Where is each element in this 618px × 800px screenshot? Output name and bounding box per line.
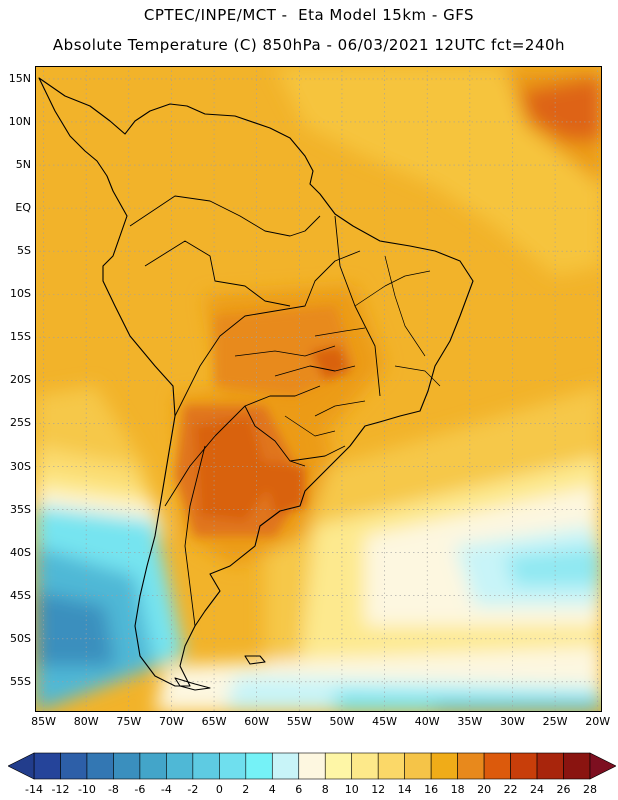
longitude-label: 45W <box>372 715 398 728</box>
tierra-del-fuego <box>174 677 211 691</box>
latitude-label: 35S <box>10 502 31 516</box>
colorbar-cell <box>60 752 88 780</box>
colorbar-cell <box>192 752 220 780</box>
temp-zone-16-north-atlantic <box>275 66 602 276</box>
colorbar-tick-label: 12 <box>371 783 386 796</box>
longitude-label: 65W <box>201 715 227 728</box>
south-america-coastline <box>38 77 474 687</box>
colorbar-tick-label: 4 <box>268 783 276 796</box>
colorbar-cell <box>404 752 432 780</box>
colorbar-cell <box>563 752 591 780</box>
colorbar-cell <box>351 752 379 780</box>
longitude-label: 70W <box>158 715 184 728</box>
colorbar-tick-label: -14 <box>25 783 43 796</box>
colorbar-tick-label: -6 <box>134 783 146 796</box>
longitude-label: 30W <box>500 715 525 728</box>
latitude-label: 25S <box>10 416 31 430</box>
colorbar-cell <box>377 752 405 780</box>
colorbar-tick-label: 10 <box>344 783 359 796</box>
colorbar-tick-label: 8 <box>321 783 329 796</box>
colorbar-cell <box>113 752 141 780</box>
colorbar-over-arrow <box>589 752 616 780</box>
temp-zone-22-minas <box>310 346 350 381</box>
latitude-label: 5N <box>15 158 31 172</box>
dotted-gridlines <box>35 66 602 712</box>
colorbar-tick-label: 14 <box>397 783 412 796</box>
colorbar-tick-label: -12 <box>51 783 70 796</box>
latitude-label: 45S <box>10 588 31 602</box>
latitude-label: EQ <box>15 201 31 215</box>
colorbar-cell <box>166 752 194 780</box>
colorbar-under-arrow <box>8 752 35 780</box>
coastlines-and-borders <box>38 77 474 691</box>
temperature-map <box>35 66 602 712</box>
longitude-label: 75W <box>116 715 142 728</box>
colorbar-tick-label: 2 <box>242 783 250 796</box>
colorbar-tick-label: 28 <box>583 783 597 796</box>
longitude-label: 50W <box>329 715 355 728</box>
longitude-label: 60W <box>244 715 270 728</box>
temp-zone-minus-6-pacific <box>35 591 115 666</box>
colorbar-cell <box>457 752 485 780</box>
colorbar-cell <box>271 752 300 780</box>
longitude-label: 25W <box>542 715 568 728</box>
colorbar-cell <box>483 752 511 780</box>
temp-zone-minus-4-far-south <box>435 702 602 712</box>
colorbar-tick-label: 24 <box>530 783 545 796</box>
colorbar-tick-label: 6 <box>295 783 303 796</box>
temp-zone-2-south-atlantic <box>505 546 602 586</box>
colorbar-tick-label: 0 <box>215 783 223 796</box>
colorbar-cell <box>86 752 114 780</box>
latitude-label: 20S <box>10 373 31 387</box>
longitude-label: 35W <box>457 715 483 728</box>
colorbar-tick-label: -4 <box>160 783 172 796</box>
colorbar-tick-label: 18 <box>450 783 465 796</box>
colorbar-tick-label: 22 <box>503 783 518 796</box>
longitude-label: 85W <box>31 715 56 728</box>
temp-zone-22-north-atlantic <box>520 76 602 141</box>
temp-zone-22-pampas <box>195 416 270 521</box>
map-subtitle: Absolute Temperature (C) 850hPa - 06/03/… <box>52 36 566 54</box>
colorbar-tick-label: -2 <box>187 783 199 796</box>
colorbar-tick-label: -8 <box>107 783 119 796</box>
colorbar-cell <box>536 752 564 780</box>
colorbar-cell <box>430 752 458 780</box>
temp-zone-22-northeast-argentina <box>260 461 305 516</box>
colorbar-tick-label: 20 <box>477 783 492 796</box>
colorbar-cell <box>219 752 247 780</box>
longitude-label: 40W <box>414 715 440 728</box>
colorbar-cell <box>33 752 61 780</box>
latitude-label: 10S <box>10 287 31 301</box>
colorbar-cell <box>324 752 353 780</box>
state-borders <box>234 255 441 437</box>
latitude-label: 50S <box>10 631 31 645</box>
latitude-label: 55S <box>10 674 31 688</box>
latitude-label: 10N <box>8 114 31 128</box>
latitude-label: 15S <box>10 330 31 344</box>
longitude-label: 20W <box>585 715 611 728</box>
latitude-label: 5S <box>17 244 31 258</box>
colorbar <box>8 752 616 780</box>
latitude-label: 40S <box>10 545 31 559</box>
falklands-island <box>244 655 266 665</box>
colorbar-cell <box>298 752 326 780</box>
longitude-label: 55W <box>286 715 312 728</box>
colorbar-cell <box>510 752 538 780</box>
temp-zone-20-central <box>215 306 355 396</box>
latitude-label: 30S <box>10 459 31 473</box>
latitude-label: 15N <box>8 71 31 85</box>
colorbar-tick-label: -10 <box>77 783 96 796</box>
longitude-label: 80W <box>73 715 99 728</box>
map-title: CPTEC/INPE/MCT - Eta Model 15km - GFS <box>143 6 475 24</box>
colorbar-cell <box>245 752 273 780</box>
colorbar-tick-label: 16 <box>424 783 439 796</box>
colorbar-cell <box>139 752 167 780</box>
colorbar-tick-label: 26 <box>556 783 571 796</box>
